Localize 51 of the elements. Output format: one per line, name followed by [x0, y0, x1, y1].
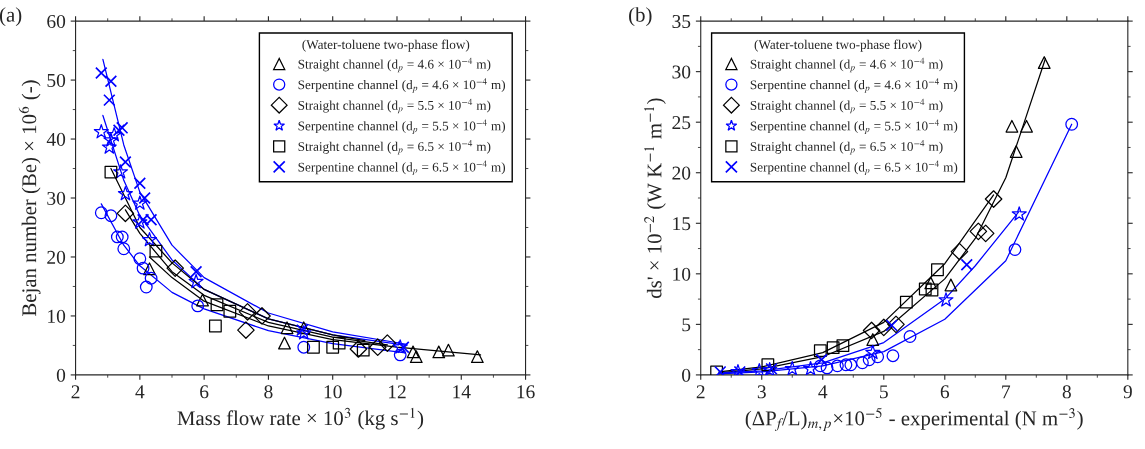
legend-title: (Water-toluene two-phase flow)	[754, 39, 922, 52]
x-tick-label: 8	[264, 385, 273, 399]
y-tick-label: 5	[682, 318, 691, 332]
legend-label: Straight channel (d$_{p}$ = 6.5 × 10$^{−4}$ m)	[298, 139, 491, 155]
x-tick-label: 8	[1062, 385, 1071, 399]
legend-label: Straight channel (d$_{p}$ = 5.5 × 10$^{−4}$ m)	[750, 98, 943, 114]
y-tick-label: 30	[47, 191, 66, 205]
y-tick-label: 60	[47, 14, 66, 29]
x-tick-label: 2	[71, 385, 80, 399]
legend-label: Straight channel (d$_{p}$ = 4.6 × 10$^{−4}$ m)	[750, 57, 943, 73]
x-tick-label: 14	[453, 385, 471, 399]
x-tick-label: 6	[940, 385, 950, 399]
x-tick-label: 3	[757, 385, 766, 399]
legend-label: Straight channel (d$_{p}$ = 6.5 × 10$^{−4}$ m)	[750, 139, 943, 155]
y-tick-label: 10	[48, 309, 66, 323]
chart-title: (a)	[0, 7, 22, 27]
y-tick-label: 30	[672, 65, 691, 79]
x-tick-label: 2	[696, 385, 705, 399]
x-tick-label: 7	[1002, 385, 1011, 399]
legend-title: (Water-toluene two-phase flow)	[302, 39, 470, 52]
text: (ΔP$_{f}$/L)$_{m,p}$×10$^{−5}$ - experimental (N m$^{−3}$)	[745, 407, 1083, 431]
y-tick-label: 20	[47, 250, 66, 264]
x-tick-label: 16	[517, 385, 535, 399]
legend-label: Serpentine channel (d$_{p}$ = 5.5 × 10$^{−4}$ m)	[298, 119, 506, 134]
y-tick-label: 40	[46, 132, 66, 146]
x-tick-label: 4	[818, 385, 828, 399]
y-tick-label: 25	[672, 116, 691, 130]
y-tick-label: 20	[672, 166, 691, 180]
legend-label: Serpentine channel (d$_{p}$ = 4.6 × 10$^{−4}$ m)	[750, 78, 958, 93]
legend-label: Straight channel (d$_{p}$ = 5.5 × 10$^{−4}$ m)	[298, 98, 491, 114]
x-tick-label: 5	[880, 385, 888, 399]
y-tick-label: 50	[47, 73, 66, 88]
y-axis-title: ds' × 10$^{−2}$ (W K$^{−1}$ m$^{−1}$)	[644, 98, 666, 298]
y-tick-label: 0	[56, 368, 66, 382]
y-tick-label: 15	[673, 217, 691, 231]
x-tick-label: 4	[135, 385, 145, 399]
legend-label: Serpentine channel (d$_{p}$ = 4.6 × 10$^{−4}$ m)	[298, 78, 506, 93]
x-tick-label: 6	[200, 385, 209, 399]
y-tick-label: 0	[682, 368, 691, 382]
chart-title: (b)	[629, 7, 652, 27]
legend-label: Serpentine channel (d$_{p}$ = 5.5 × 10$^{−4}$ m)	[750, 119, 958, 134]
y-axis-title: Bejan number (Be) × 10$^{6}$ (-)	[18, 80, 41, 317]
x-tick-label: 12	[388, 385, 406, 399]
y-tick-label: 35	[672, 14, 691, 29]
x-tick-label: 9	[1123, 385, 1132, 399]
y-tick-label: 10	[673, 267, 691, 281]
x-tick-label: 10	[324, 385, 342, 399]
legend-label: Straight channel (d$_{p}$ = 4.6 × 10$^{−4}$ m)	[298, 57, 491, 73]
legend-label: Serpentine channel (d$_{p}$ = 6.5 × 10$^{−4}$ m)	[298, 160, 506, 176]
legend-label: Serpentine channel (d$_{p}$ = 6.5 × 10$^{−4}$ m)	[750, 160, 958, 176]
x-axis-title: Mass flow rate × 10$^{3}$ (kg s$^{−1}$)	[177, 407, 424, 430]
